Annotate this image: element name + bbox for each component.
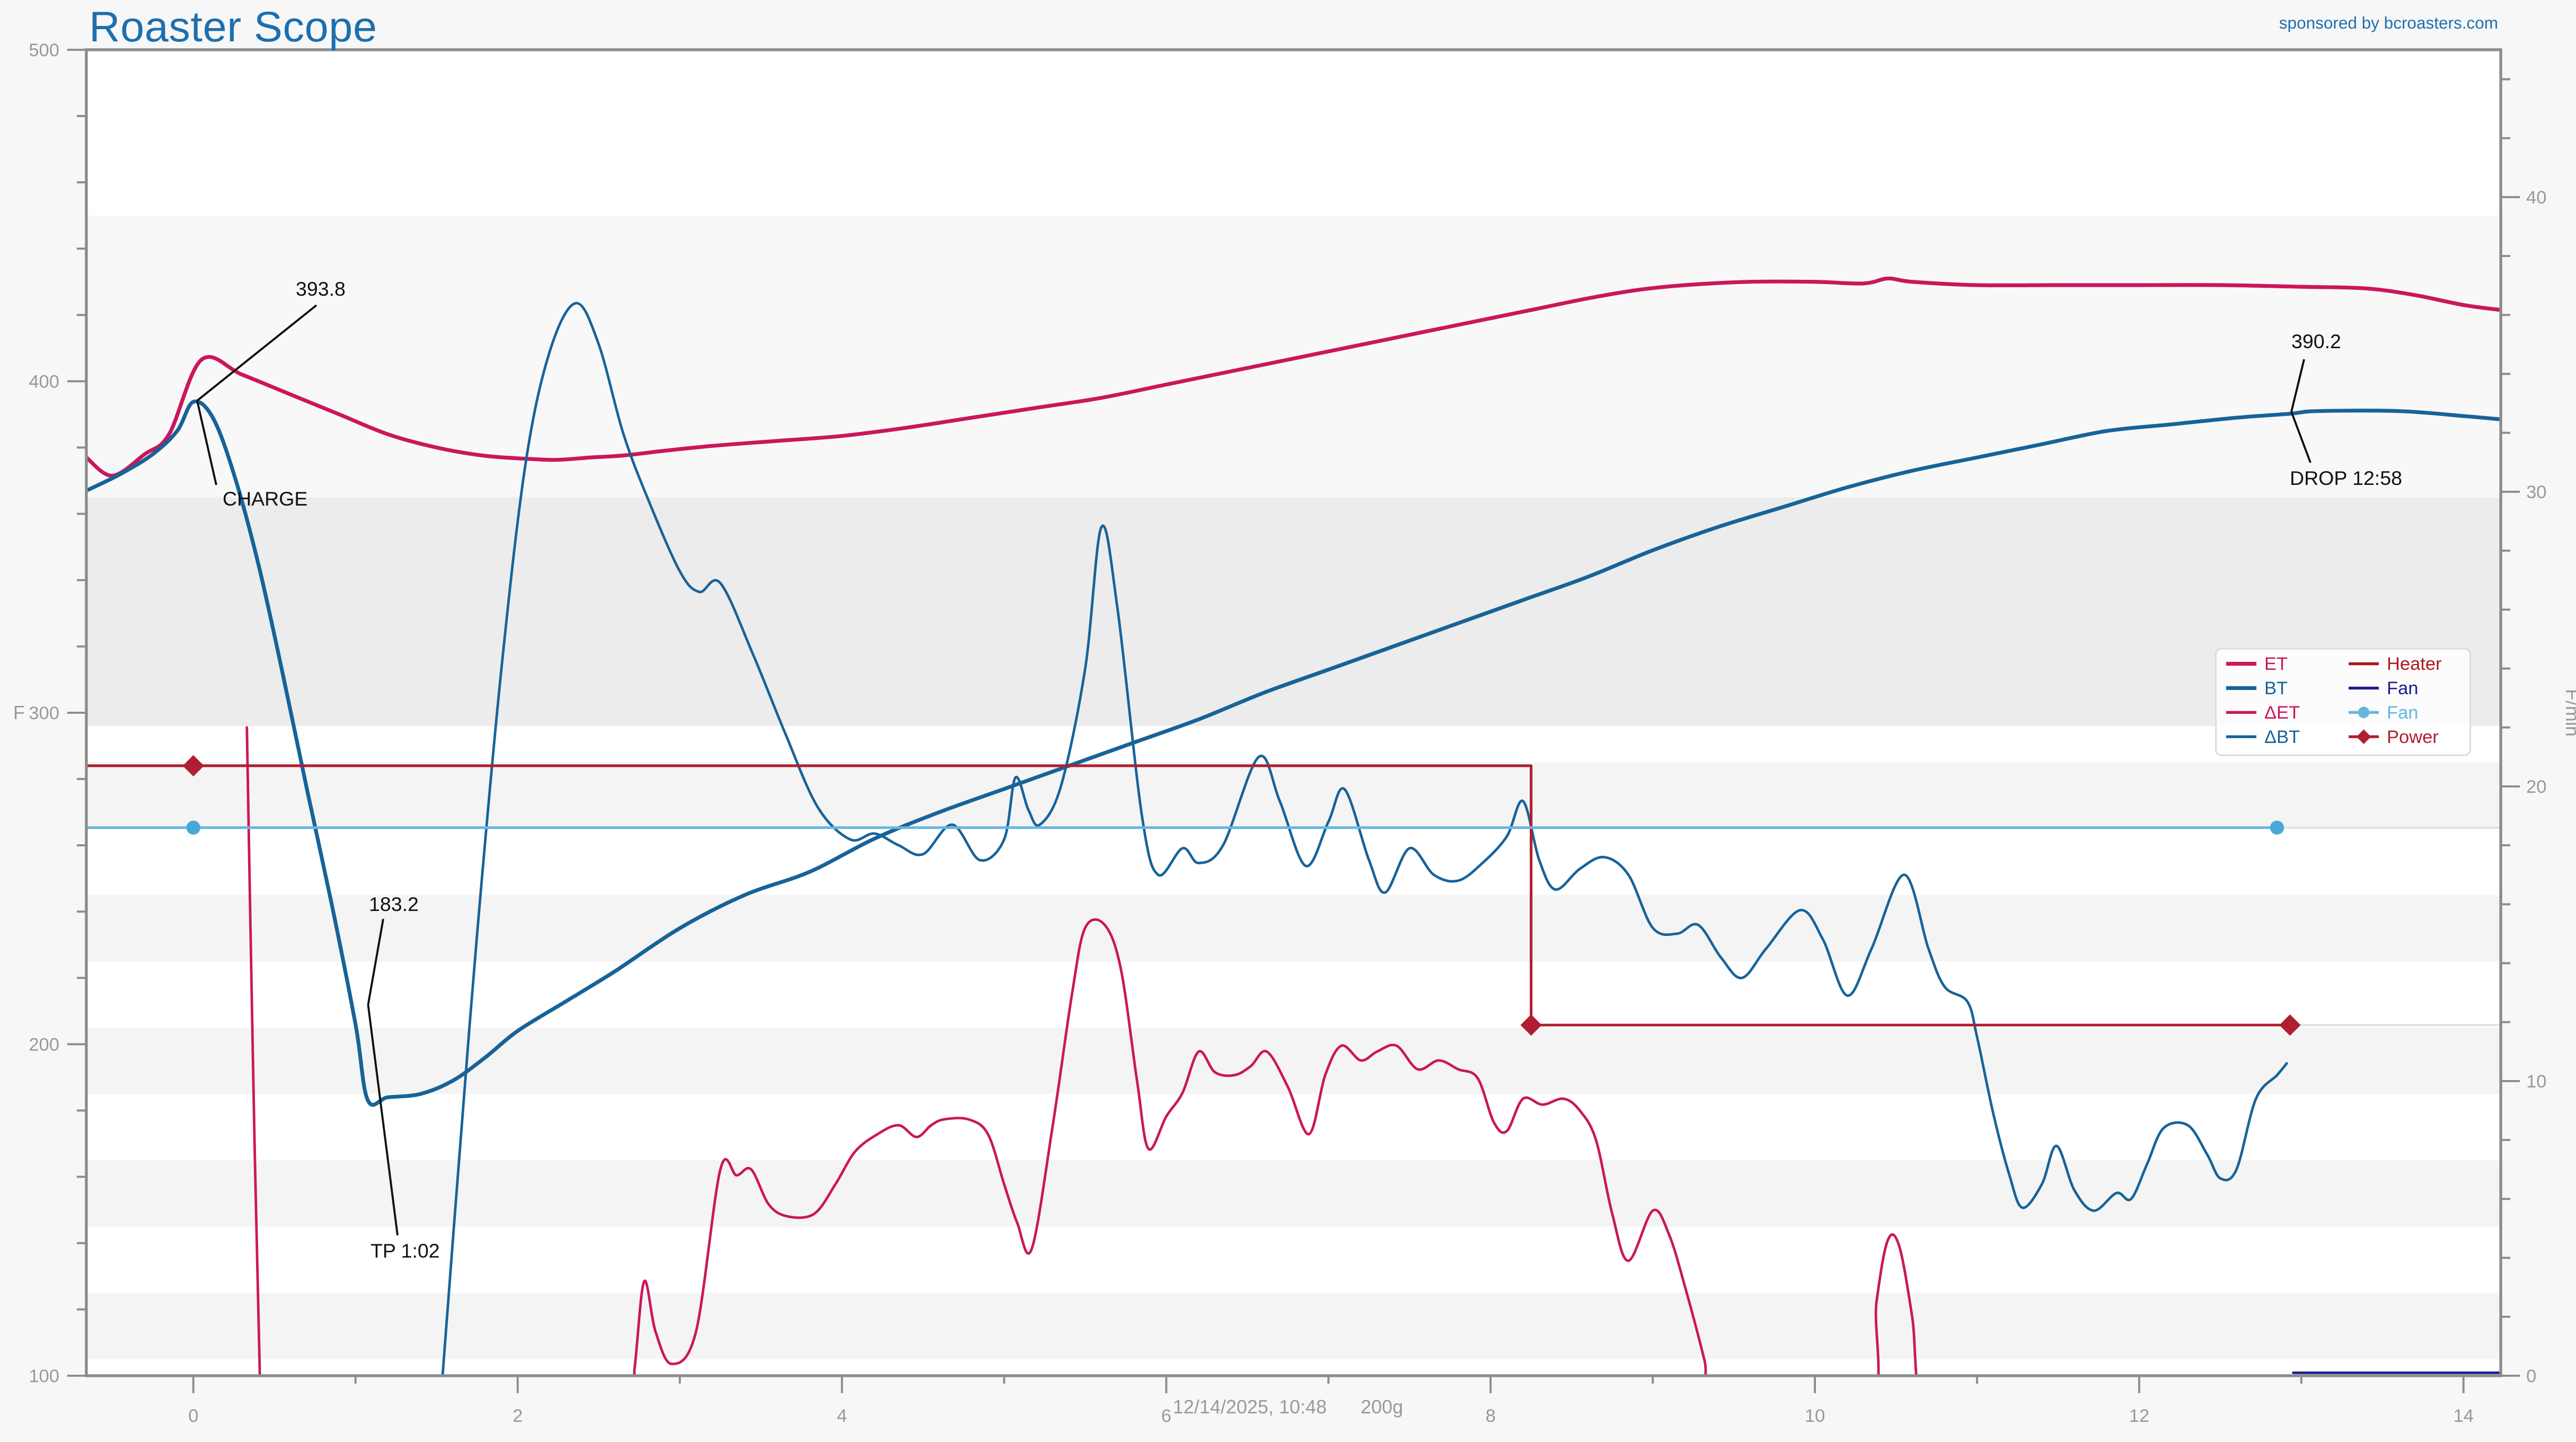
series-bt [86, 399, 2501, 1107]
legend-item-et[interactable]: ET [2226, 654, 2288, 674]
legend-item-heater[interactable]: Heater [2349, 654, 2442, 674]
left-axis-title: F [13, 702, 25, 723]
right-axis-title: F/min [2562, 689, 2576, 737]
legend-label: Fan [2387, 678, 2418, 698]
background-bands [86, 215, 2501, 1359]
series-et [86, 276, 2501, 478]
svg-text:30: 30 [2526, 482, 2546, 502]
svg-text:20: 20 [2526, 777, 2546, 797]
annotation-drop-label: DROP 12:58 [2290, 467, 2402, 489]
legend-circle-icon [2358, 706, 2370, 719]
roast-datetime: 12/14/2025, 10:48 [1172, 1396, 1327, 1418]
legend-label: ΔET [2264, 703, 2300, 723]
legend-label: Power [2387, 727, 2439, 747]
annotation-tp-value: 183.2 [369, 893, 419, 915]
annotation-charge-value: 393.8 [296, 278, 346, 300]
series-curves [86, 276, 2501, 1376]
svg-text:6: 6 [1161, 1406, 1171, 1426]
svg-text:4: 4 [837, 1406, 847, 1426]
series-dbt [441, 302, 2288, 1376]
series-det [245, 726, 1918, 1376]
legend-label: BT [2264, 678, 2288, 698]
svg-text:0: 0 [188, 1406, 198, 1426]
svg-text:200: 200 [29, 1034, 59, 1055]
power-marker [1520, 1014, 1542, 1036]
annotation-tp-label: TP 1:02 [370, 1240, 440, 1262]
annotations: 393.8 CHARGE 183.2 TP 1:02 390.2 DROP 12:58 [196, 278, 2402, 1262]
svg-text:40: 40 [2526, 188, 2546, 208]
svg-text:14: 14 [2454, 1406, 2474, 1426]
annotation-charge-label: CHARGE [223, 488, 307, 510]
svg-text:2: 2 [513, 1406, 523, 1426]
legend-item-fan[interactable]: Fan [2349, 678, 2418, 698]
roast-weight: 200g [1361, 1396, 1404, 1418]
page-title: Roaster Scope [89, 3, 377, 51]
sponsor-link[interactable]: sponsored by bcroasters.com [2279, 14, 2498, 33]
legend-item-δet[interactable]: ΔET [2226, 703, 2300, 723]
plot-border [85, 48, 2502, 1377]
axes [67, 48, 2520, 1393]
svg-text:8: 8 [1486, 1406, 1496, 1426]
legend-item-bt[interactable]: BT [2226, 678, 2288, 698]
fan-marker [2270, 820, 2284, 835]
legend-item-fan[interactable]: Fan [2349, 703, 2418, 723]
annotation-drop-value: 390.2 [2291, 330, 2341, 352]
legend-item-δbt[interactable]: ΔBT [2226, 727, 2300, 747]
svg-text:10: 10 [1805, 1406, 1825, 1426]
roast-meta: 12/14/2025, 10:48 200g [0, 1396, 2576, 1418]
svg-text:100: 100 [29, 1366, 59, 1386]
series-heater [86, 764, 2291, 1027]
legend-label: ΔBT [2264, 727, 2300, 747]
svg-text:12: 12 [2129, 1406, 2149, 1426]
legend: ET BT ΔET ΔBT Heater Fan Fan Power [2215, 648, 2471, 756]
legend-label: ET [2264, 654, 2288, 674]
legend-label: Fan [2387, 703, 2418, 723]
svg-text:0: 0 [2526, 1366, 2536, 1386]
legend-label: Heater [2387, 654, 2442, 674]
fan-marker [186, 820, 201, 835]
svg-text:300: 300 [29, 703, 59, 723]
svg-text:500: 500 [29, 40, 59, 60]
svg-text:10: 10 [2526, 1072, 2546, 1092]
svg-text:400: 400 [29, 371, 59, 392]
